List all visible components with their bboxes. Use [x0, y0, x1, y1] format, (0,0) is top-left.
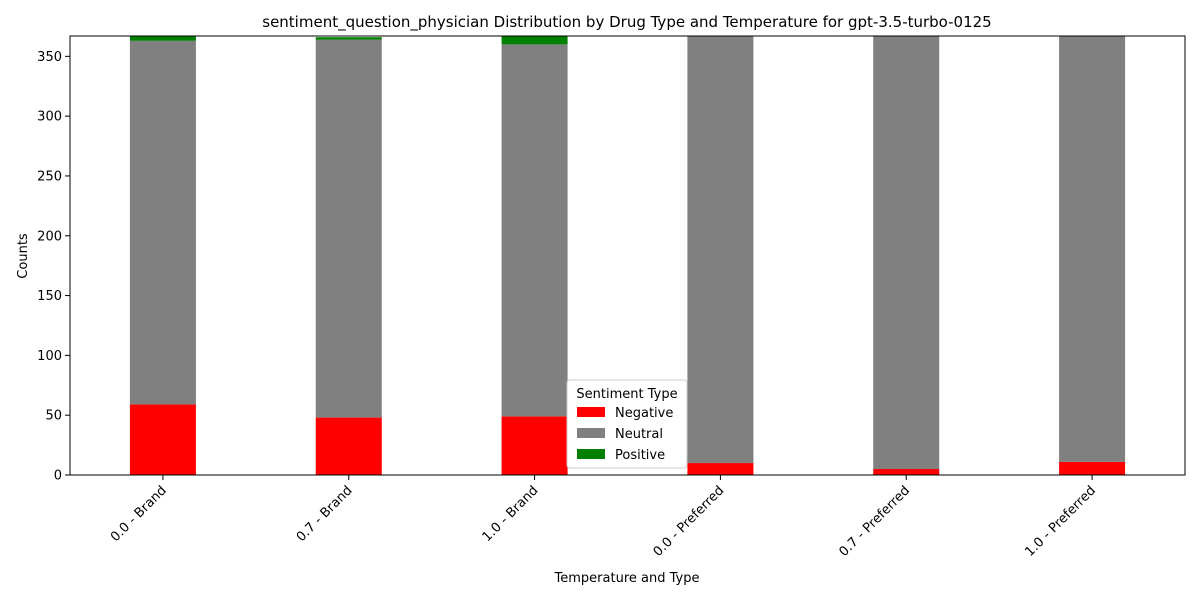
legend-box — [566, 379, 688, 469]
bar-positive-0-7-brand — [315, 37, 382, 40]
bar-neutral-0-7-brand — [315, 39, 382, 418]
x-tick-label: 1.0 - Brand — [480, 483, 542, 545]
legend-label-neutral: Neutral — [615, 427, 663, 442]
y-tick-label: 300 — [37, 110, 62, 125]
x-tick-label: 0.0 - Preferred — [651, 483, 728, 560]
bar-negative-1-0-preferred — [1059, 461, 1126, 475]
y-tick-label: 150 — [37, 289, 62, 304]
bar-neutral-0-0-brand — [129, 40, 196, 405]
legend-label-positive: Positive — [615, 448, 665, 463]
bar-negative-0-0-brand — [129, 404, 196, 475]
legend-swatch-negative — [577, 407, 605, 417]
bar-neutral-1-0-preferred — [1059, 36, 1126, 462]
y-tick-label: 250 — [37, 169, 62, 184]
y-tick-label: 200 — [37, 229, 62, 244]
y-tick-label: 100 — [37, 349, 62, 364]
bar-negative-0-7-preferred — [873, 469, 940, 475]
y-tick-label: 350 — [37, 50, 62, 65]
legend-title: Sentiment Type — [576, 387, 677, 402]
bar-negative-0-7-brand — [315, 417, 382, 475]
bar-neutral-1-0-brand — [501, 44, 568, 417]
plot-frame — [69, 35, 1186, 476]
y-axis-label: Counts — [16, 233, 31, 279]
bar-positive-1-0-brand — [501, 36, 568, 45]
x-tick-label: 0.7 - Preferred — [836, 483, 913, 560]
bar-neutral-0-0-preferred — [687, 36, 754, 464]
y-tick-label: 50 — [45, 409, 62, 424]
bar-neutral-0-7-preferred — [873, 36, 940, 470]
plot-area: 0 50 100 150 200 250 300 350 0.0 - Brand 0.7 - Br… — [37, 35, 1186, 560]
bar-negative-1-0-brand — [501, 416, 568, 475]
chart-title: sentiment_question_physician Distributio… — [262, 13, 991, 32]
legend-label-negative: Negative — [615, 406, 673, 421]
legend: Sentiment Type Negative Neutral Positive — [566, 379, 688, 469]
y-tick-label: 0 — [54, 469, 62, 484]
legend-swatch-positive — [577, 449, 605, 459]
x-axis-label: Temperature and Type — [554, 571, 700, 586]
bar-negative-0-0-preferred — [687, 463, 754, 475]
x-tick-label: 0.0 - Brand — [108, 483, 170, 545]
legend-swatch-neutral — [577, 428, 605, 438]
x-tick-label: 1.0 - Preferred — [1022, 483, 1099, 560]
bar-positive-0-0-brand — [129, 36, 196, 41]
x-tick-label: 0.7 - Brand — [294, 483, 356, 545]
